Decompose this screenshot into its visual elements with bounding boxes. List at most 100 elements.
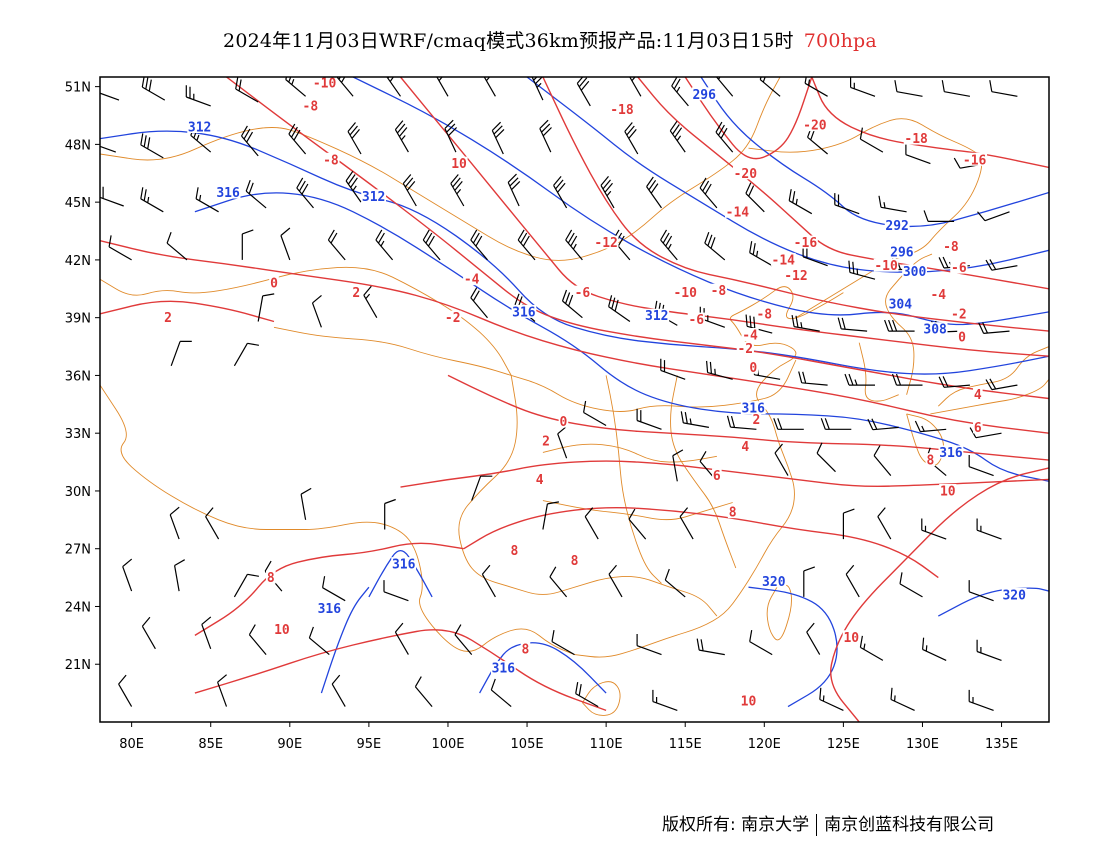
wind-barb bbox=[100, 186, 124, 207]
wind-barb bbox=[969, 427, 1002, 439]
wind-barb bbox=[170, 340, 192, 367]
geopotential-label: 304 bbox=[889, 298, 913, 313]
border-line bbox=[458, 375, 718, 617]
temperature-label: -18 bbox=[610, 103, 634, 118]
temperature-label-bg bbox=[593, 235, 619, 249]
wind-barb bbox=[241, 229, 254, 260]
wind-barb bbox=[296, 177, 314, 209]
lon-tick-label: 135E bbox=[985, 737, 1018, 752]
temperature-label: -8 bbox=[756, 307, 772, 322]
wind-barb bbox=[205, 507, 220, 540]
temperature-label-bg bbox=[950, 306, 968, 320]
geopotential-label-bg bbox=[761, 574, 787, 588]
wind-barb bbox=[551, 629, 575, 656]
wind-barb bbox=[450, 174, 465, 207]
wind-barb bbox=[280, 227, 291, 261]
temperature-contour-layer bbox=[100, 77, 1049, 722]
geopotential-label: 320 bbox=[1002, 588, 1026, 603]
wind-barb bbox=[845, 564, 860, 598]
map-frame bbox=[99, 76, 1050, 723]
wind-barb bbox=[483, 77, 496, 97]
wind-barb bbox=[531, 77, 544, 101]
temperature-label-bg bbox=[783, 268, 809, 282]
wind-barb bbox=[652, 689, 678, 711]
wind-barb bbox=[100, 145, 117, 153]
temperature-label-bg bbox=[444, 310, 462, 324]
wind-barb bbox=[977, 211, 1010, 222]
wind-barb bbox=[699, 306, 726, 328]
temperature-label-bg bbox=[569, 553, 580, 567]
temperature-contour bbox=[400, 460, 1049, 488]
wind-barb bbox=[660, 229, 678, 261]
geopotential-contour-layer bbox=[100, 77, 1049, 708]
geopotential-label-bg bbox=[511, 304, 537, 318]
wind-barb bbox=[217, 674, 228, 707]
temperature-contour bbox=[830, 467, 1049, 722]
geopotential-label-bg bbox=[922, 322, 948, 336]
wind-barb bbox=[414, 676, 433, 707]
temperature-label-bg bbox=[609, 102, 635, 116]
lon-tick-label: 85E bbox=[198, 737, 223, 752]
temperature-label: -10 bbox=[313, 76, 337, 91]
temperature-label: 0 bbox=[270, 277, 278, 292]
temperature-label-bg bbox=[450, 156, 468, 170]
wind-barb bbox=[629, 77, 642, 97]
wind-barb bbox=[628, 508, 647, 540]
temperature-label-bg bbox=[736, 341, 754, 355]
temperature-label: 10 bbox=[940, 484, 956, 499]
temperature-label: -2 bbox=[737, 342, 753, 357]
wind-barb bbox=[140, 133, 164, 159]
wind-barb bbox=[715, 121, 734, 153]
temperature-label-bg bbox=[842, 630, 860, 644]
temperature-label-bg bbox=[929, 287, 947, 301]
temperature-label: -6 bbox=[951, 261, 967, 276]
wind-barb bbox=[636, 634, 662, 656]
wind-barb bbox=[470, 229, 488, 261]
temperature-label-bg bbox=[903, 131, 929, 145]
temperature-label: 8 bbox=[267, 571, 275, 586]
wind-barb bbox=[873, 445, 892, 476]
wind-barb bbox=[584, 507, 599, 540]
wind-barb bbox=[363, 285, 378, 319]
wind-barb bbox=[386, 77, 401, 97]
temperature-label: 8 bbox=[510, 544, 518, 559]
temperature-label-bg bbox=[301, 98, 319, 112]
wind-barb bbox=[166, 231, 188, 261]
temperature-label-bg bbox=[973, 387, 983, 401]
temperature-label: 6 bbox=[713, 469, 721, 484]
temperature-label-bg bbox=[939, 483, 957, 497]
wind-barb bbox=[336, 77, 354, 97]
wind-barb bbox=[679, 507, 694, 540]
geopotential-contour bbox=[937, 587, 1049, 617]
temperature-label-bg bbox=[266, 570, 276, 584]
wind-barb bbox=[345, 170, 362, 203]
wind-barb bbox=[646, 176, 662, 209]
temperature-contour bbox=[100, 240, 1049, 434]
wind-barb bbox=[976, 518, 1002, 540]
wind-barb bbox=[141, 616, 156, 650]
lon-tick-label: 95E bbox=[357, 737, 382, 752]
temperature-label: -2 bbox=[445, 311, 461, 326]
map-title: 2024年11月03日WRF/cmaq模式36km预报产品:11月03日15时 7… bbox=[0, 26, 1100, 53]
wind-barb bbox=[921, 518, 947, 540]
wind-barb bbox=[844, 373, 875, 386]
geopotential-label: 316 bbox=[216, 186, 240, 201]
wind-barb bbox=[669, 120, 686, 153]
temperature-label-bg bbox=[942, 239, 960, 253]
temperature-label-bg bbox=[534, 472, 545, 486]
temperature-contour bbox=[194, 629, 607, 712]
border-line bbox=[542, 443, 717, 463]
geopotential-label-bg bbox=[887, 297, 913, 311]
wind-barb bbox=[774, 443, 789, 476]
temperature-label-bg bbox=[351, 285, 362, 299]
temperature-label-bg bbox=[725, 204, 750, 218]
temperature-label-bg bbox=[925, 453, 936, 467]
temperature-label: 10 bbox=[451, 157, 467, 172]
wind-barb bbox=[773, 418, 804, 430]
wind-barb bbox=[788, 189, 813, 215]
wind-barb bbox=[444, 119, 458, 153]
temperature-label: -18 bbox=[904, 132, 928, 147]
wind-barb bbox=[288, 123, 307, 155]
temperature-label: 8 bbox=[729, 506, 737, 521]
geopotential-label: 316 bbox=[492, 662, 516, 677]
